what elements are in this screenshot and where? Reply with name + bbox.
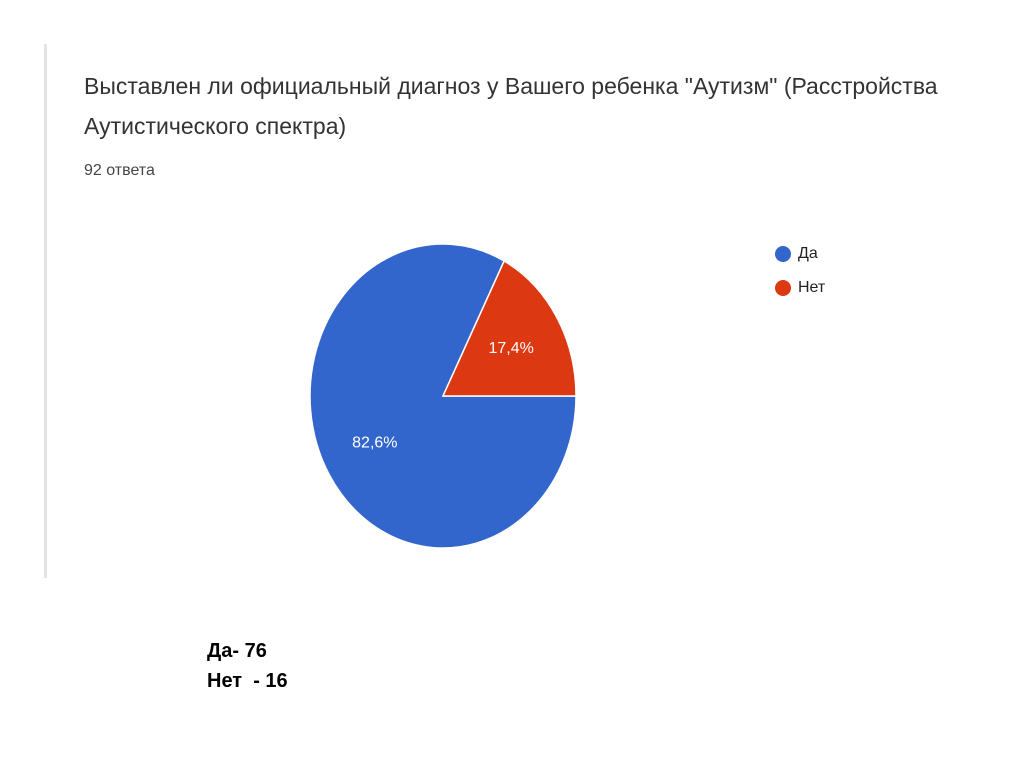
pie-slice — [309, 243, 577, 549]
card-border — [44, 44, 47, 578]
response-count: 92 ответа — [84, 162, 155, 179]
chart-title: Выставлен ли официальный диагноз у Вашег… — [84, 73, 938, 139]
notes: Да- 76 Нет - 16 — [207, 636, 288, 696]
legend-label: Да — [798, 245, 818, 262]
note: Да- 76 — [207, 640, 267, 662]
pie-slice — [441, 259, 577, 397]
legend-marker — [775, 280, 791, 296]
slice-label: 17,4% — [488, 340, 533, 357]
note: Нет - 16 — [207, 670, 288, 692]
slice-label: 82,6% — [352, 435, 397, 452]
legend-marker — [775, 246, 791, 262]
legend-label: Нет — [798, 279, 826, 296]
